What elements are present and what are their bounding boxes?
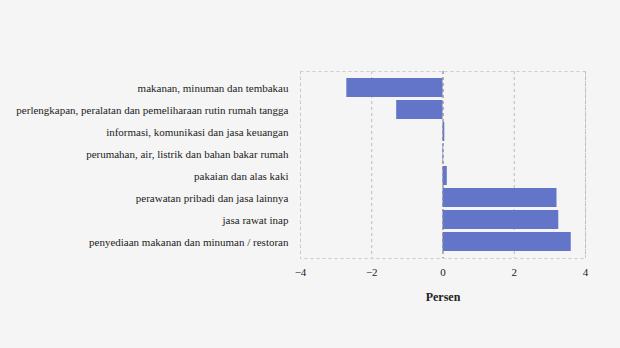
svg-text:4: 4 bbox=[583, 266, 589, 278]
svg-text:pakaian dan alas kaki: pakaian dan alas kaki bbox=[194, 170, 288, 182]
svg-text:−4: −4 bbox=[295, 266, 307, 278]
svg-text:−2: −2 bbox=[366, 266, 378, 278]
svg-text:0: 0 bbox=[440, 266, 446, 278]
svg-text:makanan, minuman dan tembakau: makanan, minuman dan tembakau bbox=[138, 82, 289, 94]
svg-text:perawatan pribadi dan jasa lai: perawatan pribadi dan jasa lainnya bbox=[136, 192, 289, 204]
svg-text:2: 2 bbox=[512, 266, 518, 278]
svg-text:jasa rawat inap: jasa rawat inap bbox=[222, 214, 289, 226]
svg-text:informasi, komunikasi dan jasa: informasi, komunikasi dan jasa keuangan bbox=[106, 126, 289, 138]
svg-text:perlengkapan, peralatan dan pe: perlengkapan, peralatan dan pemeliharaan… bbox=[16, 104, 288, 116]
svg-text:Persen: Persen bbox=[426, 290, 461, 304]
svg-text:penyediaan makanan dan minuman: penyediaan makanan dan minuman / restora… bbox=[89, 236, 289, 248]
svg-text:perumahan, air, listrik dan ba: perumahan, air, listrik dan bahan bakar … bbox=[86, 148, 289, 160]
